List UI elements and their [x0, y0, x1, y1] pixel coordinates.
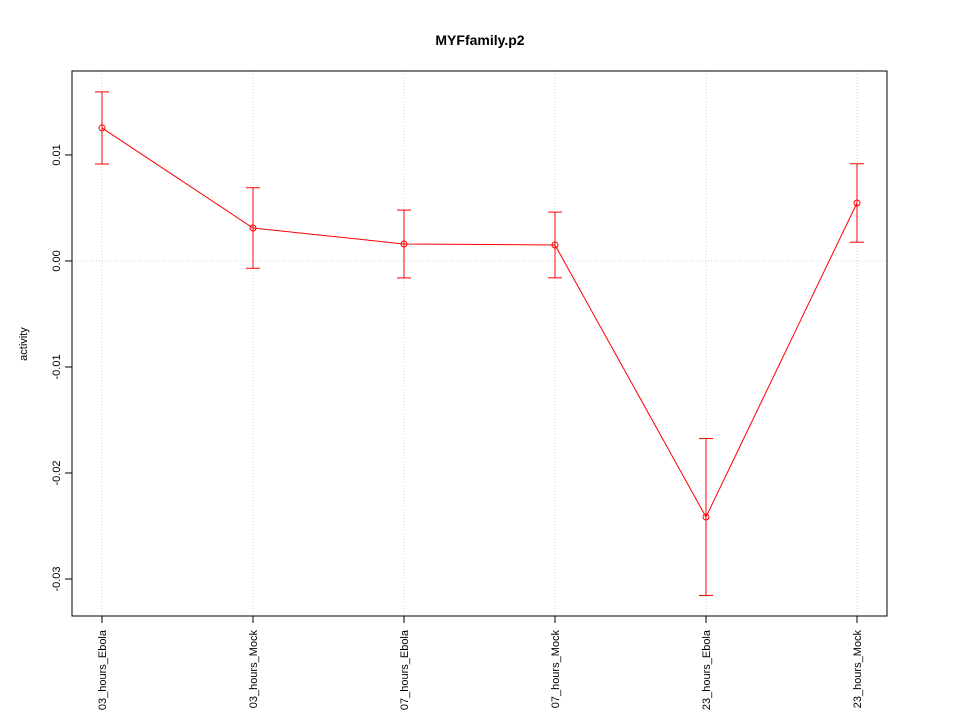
- error-bar: [397, 209, 411, 279]
- error-bar: [699, 438, 713, 596]
- y-axis-label: activity: [18, 327, 30, 361]
- error-bar: [246, 187, 260, 269]
- x-tick-label: 03_hours_Mock: [248, 630, 260, 709]
- y-tick-label: -0.02: [51, 460, 63, 485]
- x-tick-label: 07_hours_Ebola: [399, 629, 411, 710]
- y-tick-label: -0.01: [51, 354, 63, 379]
- point: [702, 513, 710, 521]
- point: [98, 124, 106, 132]
- y-tick-label: 0.01: [51, 144, 63, 165]
- x-tick-label: 03_hours_Ebola: [97, 629, 109, 710]
- y-tick-label: 0.00: [51, 250, 63, 271]
- point: [853, 199, 861, 207]
- point: [551, 241, 559, 249]
- error-bar: [850, 163, 864, 243]
- plot-frame: [71, 70, 888, 617]
- series-line: [101, 127, 858, 519]
- x-tick-label: 23_hours_Ebola: [701, 629, 713, 710]
- x-tick-label: 07_hours_Mock: [550, 630, 562, 709]
- error-bar: [95, 91, 109, 165]
- point: [400, 240, 408, 248]
- error-bar: [548, 211, 562, 279]
- point: [249, 224, 257, 232]
- y-tick-label: -0.03: [51, 566, 63, 591]
- x-tick-label: 23_hours_Mock: [852, 630, 864, 709]
- chart-title: MYFfamily.p2: [435, 32, 524, 48]
